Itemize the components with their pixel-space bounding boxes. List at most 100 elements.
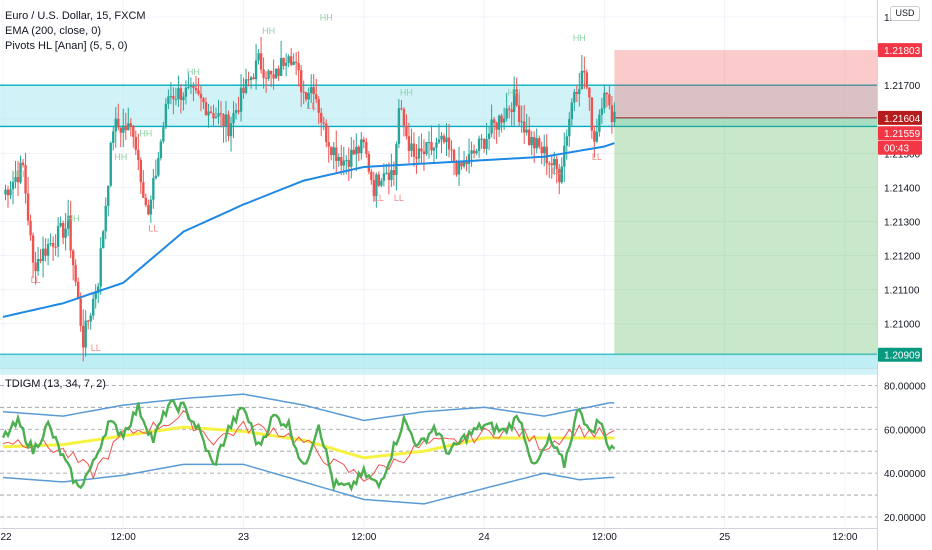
lower-band: [2, 463, 615, 505]
candle-body: [239, 87, 243, 112]
candle-body: [580, 70, 584, 90]
candle-body: [482, 138, 486, 149]
price-label-box: [878, 126, 922, 141]
candle-body: [598, 114, 601, 132]
candle-body: [112, 131, 115, 143]
candle-body: [217, 113, 220, 117]
candle-body: [555, 158, 558, 169]
candle-body: [287, 56, 290, 63]
candle-body: [315, 94, 318, 100]
candle-body: [578, 89, 581, 94]
candle-body: [277, 68, 280, 76]
candle-body: [320, 112, 323, 123]
sr-zone: [0, 85, 877, 127]
candle-body: [184, 87, 188, 97]
candle-body: [365, 142, 368, 154]
candle-body: [274, 68, 278, 79]
upper-band: [2, 393, 615, 422]
candle-body: [317, 99, 320, 113]
candle-body: [452, 150, 456, 163]
candle-body: [144, 197, 148, 206]
indicator-tick-label: 40.00000: [884, 469, 926, 480]
axes: 1.219001.217001.216001.215001.214001.213…: [0, 13, 926, 543]
candle-body: [392, 170, 396, 176]
candle-body: [357, 146, 361, 154]
pivot-low-label: LL: [91, 343, 101, 353]
candle-body: [465, 161, 468, 165]
candle-body: [545, 146, 548, 164]
candle-body: [417, 148, 421, 159]
candle-body: [71, 250, 75, 266]
candle-body: [302, 91, 305, 93]
price-label: 1.21604: [884, 114, 921, 125]
pivot-high-label: HH: [320, 12, 333, 22]
candle-body: [46, 244, 50, 256]
candle-body: [167, 96, 170, 104]
candle-body: [485, 138, 488, 149]
candle-body: [510, 109, 513, 113]
candle-body: [437, 139, 441, 143]
candle-body: [432, 147, 436, 151]
currency-button[interactable]: USD: [890, 6, 920, 21]
candle-body: [279, 57, 283, 76]
price-tick-label: 1.21000: [884, 320, 921, 331]
candle-body: [92, 298, 95, 316]
candle-body: [375, 174, 378, 197]
pivot-low-label: LL: [394, 193, 404, 203]
candle-body: [66, 215, 70, 229]
candle-body: [177, 88, 180, 100]
pivot-high-label: HH: [187, 67, 200, 77]
candle-body: [512, 89, 516, 113]
indicator-pane[interactable]: [0, 384, 877, 518]
candle-body: [122, 125, 125, 133]
candle-body: [74, 265, 77, 282]
candle-body: [272, 74, 275, 79]
candle-body: [367, 153, 371, 172]
candle-body: [164, 103, 168, 128]
candle-body: [588, 87, 591, 98]
candle-body: [119, 127, 122, 133]
candle-body: [297, 63, 300, 71]
candle-body: [86, 320, 90, 322]
price-tick-label: 1.21700: [884, 81, 921, 92]
candle-body: [558, 168, 561, 183]
candle-body: [522, 121, 526, 133]
candle-body: [490, 119, 493, 134]
price-tick-label: 1.21200: [884, 252, 921, 263]
sr-zone-lower: [0, 354, 877, 368]
candle-body: [192, 85, 195, 88]
candle-body: [475, 151, 478, 154]
candle-body: [390, 170, 393, 180]
candle-body: [467, 153, 471, 165]
candle-body: [81, 325, 85, 348]
candle-body: [402, 109, 406, 126]
candle-body: [477, 138, 481, 152]
candle-body: [269, 70, 273, 75]
candle-body: [332, 147, 335, 156]
pivot-low-label: LL: [306, 101, 316, 111]
candle-body: [553, 158, 556, 166]
time-tick-label: 12:00: [111, 532, 136, 543]
candle-body: [189, 85, 193, 87]
candle-body: [169, 96, 173, 98]
candle-body: [64, 228, 67, 238]
time-tick-label: 12:00: [832, 532, 857, 543]
price-label: 1.21803: [884, 46, 921, 57]
price-pane[interactable]: HH LL HH HH LL HH LL HH HH LL HH LL LL HH HH LL HH LL: [0, 12, 877, 375]
candle-body: [259, 53, 263, 70]
candle-body: [187, 86, 190, 88]
candle-body: [382, 173, 386, 181]
candle-body: [570, 102, 573, 119]
candle-body: [159, 141, 163, 159]
indicator-tick-label: 80.00000: [884, 381, 926, 392]
candle-body: [450, 149, 453, 151]
take-profit-zone: [614, 117, 877, 355]
candle-body: [538, 138, 541, 147]
price-tick-label: 1.21300: [884, 217, 921, 228]
pivot-high-label: HH: [139, 128, 152, 138]
ema-200-line: [2, 142, 615, 318]
candle-body: [500, 115, 503, 123]
candle-body: [154, 175, 158, 179]
price-label: 1.21559: [884, 129, 921, 140]
